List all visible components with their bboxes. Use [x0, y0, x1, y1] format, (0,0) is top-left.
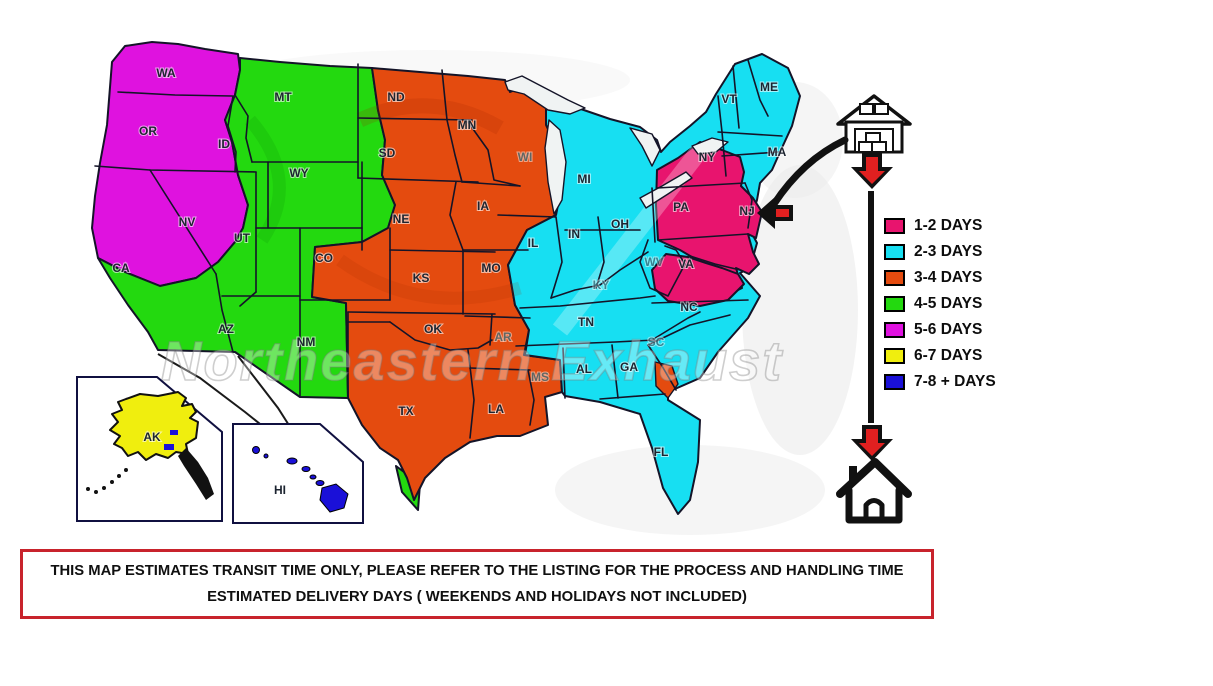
state-label-ga: GA — [620, 360, 638, 374]
legend-label: 7-8 + DAYS — [914, 373, 996, 390]
state-label-tx: TX — [398, 404, 413, 418]
house-icon — [836, 458, 912, 524]
alaska-lake-speck — [170, 430, 178, 435]
state-label-nv: NV — [179, 215, 196, 229]
legend-color-swatch — [884, 322, 905, 338]
state-label-oh: OH — [611, 217, 629, 231]
curved-arrow-to-nj — [770, 136, 849, 208]
legend-item: 5-6 DAYS — [884, 317, 996, 343]
disclaimer-box: THIS MAP ESTIMATES TRANSIT TIME ONLY, PL… — [20, 549, 934, 619]
legend-item: 6-7 DAYS — [884, 343, 996, 369]
legend-label: 1-2 DAYS — [914, 217, 983, 234]
state-label-fl: FL — [654, 445, 669, 459]
route-line — [868, 191, 874, 423]
state-label-ky: KY — [593, 278, 610, 292]
state-label-pa: PA — [673, 200, 689, 214]
state-label-nj: NJ — [739, 204, 754, 218]
lake-ontario — [691, 137, 729, 155]
transit-route — [757, 136, 893, 461]
state-label-ar: AR — [494, 330, 512, 344]
state-label-tn: TN — [578, 315, 594, 329]
state-label-wi: WI — [518, 150, 533, 164]
state-borders — [94, 59, 783, 439]
state-label-ok: OK — [424, 322, 442, 336]
lake-superior — [504, 75, 586, 115]
state-label-nm: NM — [297, 335, 316, 349]
state-label-al: AL — [576, 362, 592, 376]
zone-3-4-days-ga-coast — [654, 361, 679, 399]
nj-pointer-arrow-icon — [757, 197, 793, 229]
state-label-ca: CA — [112, 261, 130, 275]
legend-label: 4-5 DAYS — [914, 295, 983, 312]
legend-label: 6-7 DAYS — [914, 347, 983, 364]
warehouse-icon — [836, 94, 912, 154]
state-label-vt: VT — [721, 92, 737, 106]
state-label-ks: KS — [413, 271, 430, 285]
legend-color-swatch — [884, 374, 905, 390]
state-label-ia: IA — [477, 199, 489, 213]
state-label-hi: HI — [274, 483, 286, 497]
state-label-mi: MI — [577, 172, 590, 186]
legend-color-swatch — [884, 218, 905, 234]
legend-item: 3-4 DAYS — [884, 265, 996, 291]
legend-item: 2-3 DAYS — [884, 239, 996, 265]
state-label-mn: MN — [458, 118, 477, 132]
state-label-sc: SC — [648, 335, 665, 349]
legend-label: 3-4 DAYS — [914, 269, 983, 286]
state-label-co: CO — [315, 251, 333, 265]
state-label-wv: WV — [644, 255, 663, 269]
state-label-ne: NE — [393, 212, 410, 226]
state-label-ms: MS — [531, 370, 549, 384]
down-arrow-red-core — [859, 429, 885, 456]
lake-michigan — [544, 119, 567, 215]
state-label-id: ID — [218, 137, 230, 151]
legend: 1-2 DAYS 2-3 DAYS 3-4 DAYS 4-5 DAYS 5-6 DAYS… — [884, 213, 996, 395]
legend-color-swatch — [884, 270, 905, 286]
transit-zones — [91, 41, 801, 515]
legend-item: 4-5 DAYS — [884, 291, 996, 317]
state-label-me: ME — [760, 80, 778, 94]
alaska-lake-speck — [164, 444, 174, 450]
state-label-ma: MA — [768, 145, 787, 159]
state-label-az: AZ — [218, 322, 234, 336]
state-label-mt: MT — [274, 90, 292, 104]
hawaii-inset — [232, 423, 364, 524]
state-label-in: IN — [568, 227, 580, 241]
legend-label: 5-6 DAYS — [914, 321, 983, 338]
state-label-wy: WY — [289, 166, 308, 180]
legend-color-swatch — [884, 244, 905, 260]
nj-pointer-red-core — [776, 209, 789, 217]
disclaimer-line-1: THIS MAP ESTIMATES TRANSIT TIME ONLY, PL… — [50, 563, 904, 579]
aleutian-islands — [86, 468, 128, 494]
hawaii-islands — [252, 446, 349, 513]
state-label-va: VA — [678, 257, 694, 271]
watermark-text: Northeastern Exhaust — [161, 329, 783, 392]
alaska-inset — [76, 376, 223, 522]
legend-item: 7-8 + DAYS — [884, 369, 996, 395]
state-label-il: IL — [528, 236, 539, 250]
state-label-la: LA — [488, 402, 504, 416]
state-label-or: OR — [139, 124, 157, 138]
state-label-ak: AK — [143, 430, 161, 444]
zone-1-2-days-virginia — [651, 253, 745, 307]
state-label-ut: UT — [234, 231, 251, 245]
state-label-nd: ND — [387, 90, 405, 104]
down-arrow-red-core — [859, 157, 885, 184]
state-label-ny: NY — [699, 150, 716, 164]
legend-label: 2-3 DAYS — [914, 243, 983, 260]
state-label-nc: NC — [680, 300, 698, 314]
state-label-sd: SD — [379, 146, 396, 160]
state-labels: WA OR CA NV ID MT WY UT AZ NM CO ND SD NE KS OK TX MN IA MO… — [111, 65, 787, 498]
legend-item: 1-2 DAYS — [884, 213, 996, 239]
lake-huron — [629, 127, 661, 167]
state-label-mo: MO — [481, 261, 500, 275]
disclaimer-line-2: ESTIMATED DELIVERY DAYS ( WEEKENDS AND H… — [207, 589, 747, 605]
alaska-panhandle — [178, 448, 214, 500]
legend-color-swatch — [884, 296, 905, 312]
legend-color-swatch — [884, 348, 905, 364]
alaska-shape — [109, 391, 199, 461]
state-label-wa: WA — [156, 66, 176, 80]
